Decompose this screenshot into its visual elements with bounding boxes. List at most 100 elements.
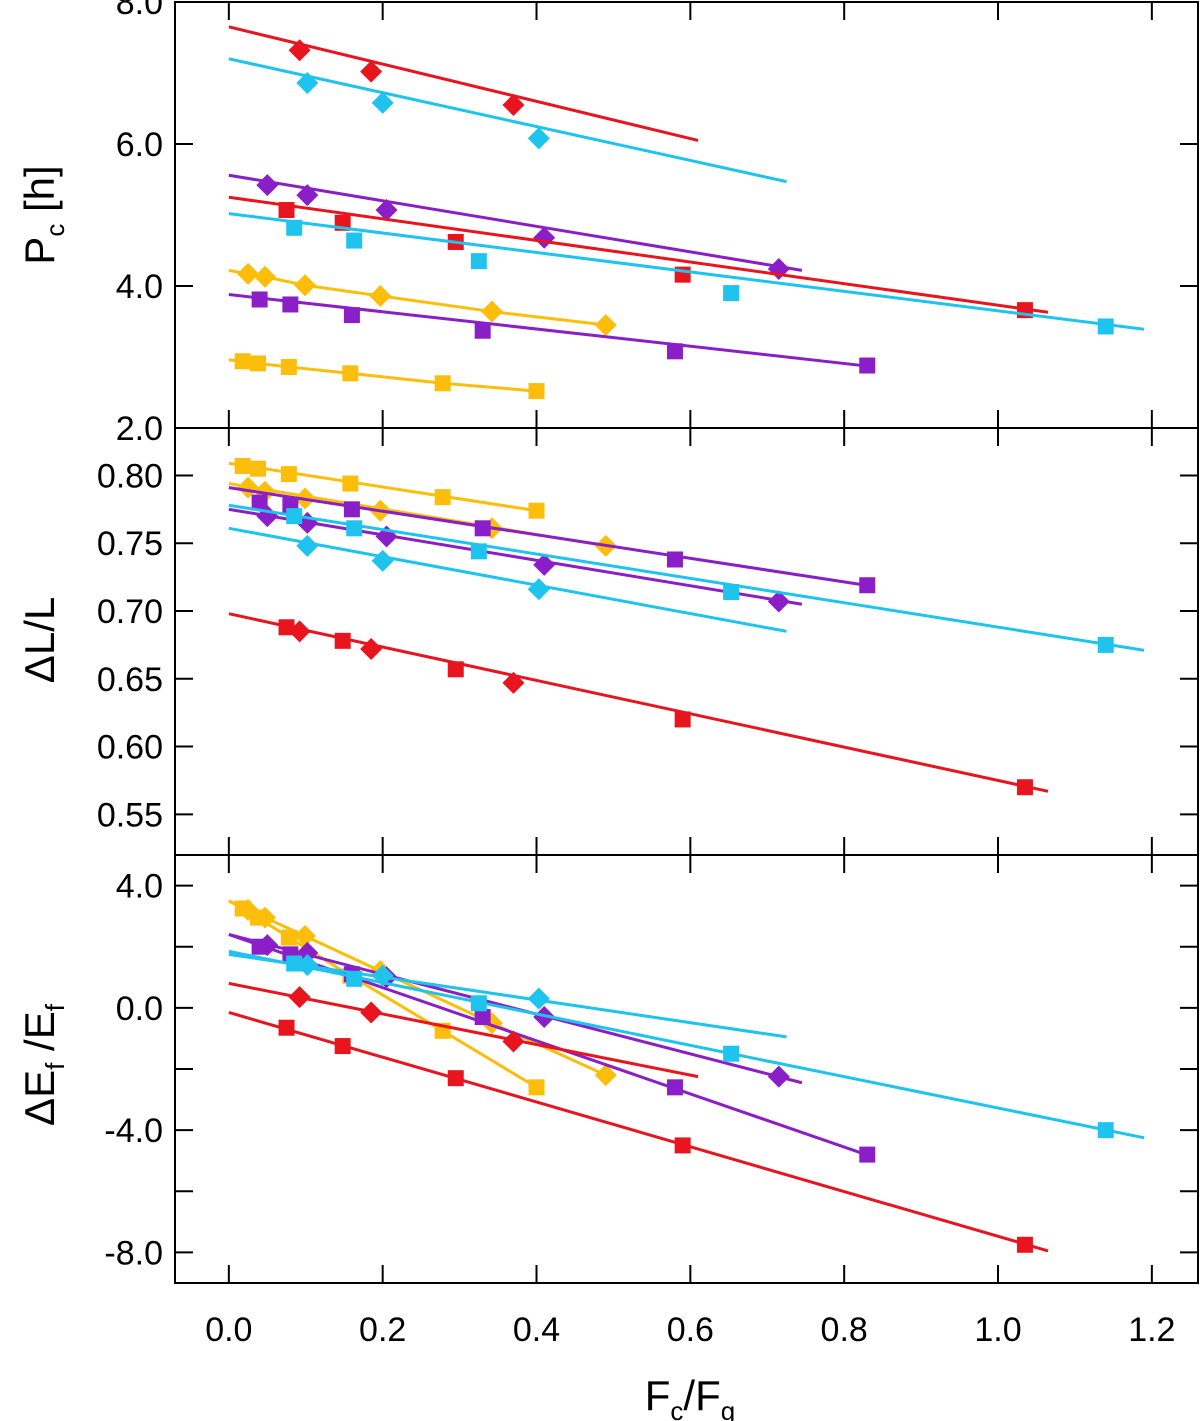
- data-point-square: [470, 995, 487, 1012]
- series-red-diamond: [228, 25, 699, 142]
- fit-line: [228, 612, 1049, 793]
- data-point-diamond: [375, 199, 398, 222]
- y-tick-label: 0.65: [97, 661, 163, 699]
- data-point-square: [234, 457, 251, 474]
- data-point-diamond: [594, 314, 617, 337]
- x-axis-label: Fc/Fg: [645, 1372, 735, 1421]
- data-point-square: [234, 900, 251, 917]
- data-point-square: [334, 632, 351, 649]
- data-point-square: [334, 1038, 351, 1055]
- data-point-square: [342, 365, 359, 382]
- y-axis-label-top: Pc [h]: [16, 165, 70, 264]
- series-cyan-diamond: [228, 952, 787, 1039]
- data-point-square: [278, 202, 295, 219]
- data-point-square: [434, 375, 451, 392]
- x-tick-label: 0.8: [821, 1311, 868, 1349]
- data-point-diamond: [360, 1001, 383, 1024]
- data-point-square: [1097, 636, 1114, 653]
- data-point-square: [470, 543, 487, 560]
- fit-line: [228, 293, 876, 369]
- x-tick-label: 0.4: [513, 1311, 560, 1349]
- data-point-diamond: [527, 987, 550, 1010]
- data-point-diamond: [296, 534, 319, 557]
- data-point-square: [528, 502, 545, 519]
- series-red-square: [228, 195, 1049, 319]
- panel-frame: [174, 854, 1199, 1284]
- data-point-square: [528, 1079, 545, 1096]
- data-point-diamond: [296, 71, 319, 94]
- series-cyan-square: [228, 949, 1145, 1140]
- fit-line: [228, 899, 607, 1077]
- series-purple-diamond: [228, 505, 803, 613]
- data-point-square: [859, 577, 876, 594]
- data-point-diamond: [480, 300, 503, 323]
- data-point-diamond: [293, 925, 316, 948]
- data-point-diamond: [527, 578, 550, 601]
- data-point-square: [1016, 779, 1033, 796]
- y-tick-label: 0.60: [97, 729, 163, 767]
- data-point-square: [286, 219, 303, 236]
- data-point-square: [666, 551, 683, 568]
- fit-line: [228, 195, 1049, 314]
- fit-line: [228, 486, 876, 589]
- data-point-square: [286, 508, 303, 525]
- data-point-square: [474, 520, 491, 537]
- data-point-square: [280, 358, 297, 375]
- series-purple-square: [228, 486, 876, 594]
- data-point-square: [251, 291, 268, 308]
- data-point-diamond: [360, 637, 383, 660]
- data-point-diamond: [293, 274, 316, 297]
- data-point-square: [346, 520, 363, 537]
- data-point-square: [1016, 1236, 1033, 1253]
- series-red-diamond: [288, 620, 525, 694]
- panel-top: 2.0 4.0 6.0 8.0 Pc [h]: [16, 0, 1199, 448]
- series-cyan-square: [228, 503, 1145, 653]
- fit-line: [228, 358, 537, 393]
- data-point-diamond: [237, 262, 260, 285]
- data-point-diamond: [527, 127, 550, 150]
- x-tick-label: 1.2: [1128, 1311, 1175, 1349]
- data-point-diamond: [288, 620, 311, 643]
- data-point-diamond: [767, 590, 790, 613]
- series-cyan-diamond: [228, 526, 787, 633]
- series-cyan-square: [228, 212, 1145, 335]
- y-tick-label: 0.75: [97, 525, 163, 563]
- x-tick-label: 0.6: [667, 1311, 714, 1349]
- data-point-square: [342, 475, 359, 492]
- series-red-square: [228, 1011, 1049, 1253]
- series-yellow-square: [228, 457, 545, 519]
- data-point-square: [434, 489, 451, 506]
- data-point-square: [674, 1137, 691, 1154]
- data-point-square: [859, 1146, 876, 1163]
- y-tick-label: -4.0: [104, 1112, 163, 1150]
- y-tick-label: 4.0: [116, 268, 163, 306]
- data-point-square: [1097, 318, 1114, 335]
- y-tick-label: 0.80: [97, 457, 163, 495]
- series-red-diamond: [228, 981, 699, 1079]
- data-point-square: [250, 909, 267, 926]
- data-point-square: [346, 232, 363, 249]
- panel-bottom: -8.0 -4.0 0.0 4.0 0.0 0.2 0.4 0.6 0.8 1.0 1.2 ΔEf /…: [16, 854, 1199, 1349]
- data-point-square: [250, 460, 267, 477]
- fit-line: [228, 507, 803, 606]
- data-point-diamond: [288, 39, 311, 62]
- y-tick-label: -8.0: [104, 1234, 163, 1272]
- data-point-diamond: [767, 1065, 790, 1088]
- data-point-square: [286, 955, 303, 972]
- data-point-diamond: [502, 93, 525, 116]
- data-point-square: [723, 1045, 740, 1062]
- series-red-square: [228, 612, 1049, 796]
- data-point-square: [280, 929, 297, 946]
- data-point-square: [666, 1079, 683, 1096]
- data-point-square: [474, 322, 491, 339]
- data-point-square: [280, 466, 297, 483]
- x-tick-label: 0.2: [359, 1311, 406, 1349]
- data-point-diamond: [288, 986, 311, 1009]
- series-yellow-square: [228, 353, 545, 400]
- fit-line: [228, 952, 787, 1039]
- data-point-diamond: [533, 553, 556, 576]
- series-purple-square: [228, 291, 876, 374]
- fit-line: [228, 461, 537, 513]
- y-tick-label: 0.0: [116, 990, 163, 1028]
